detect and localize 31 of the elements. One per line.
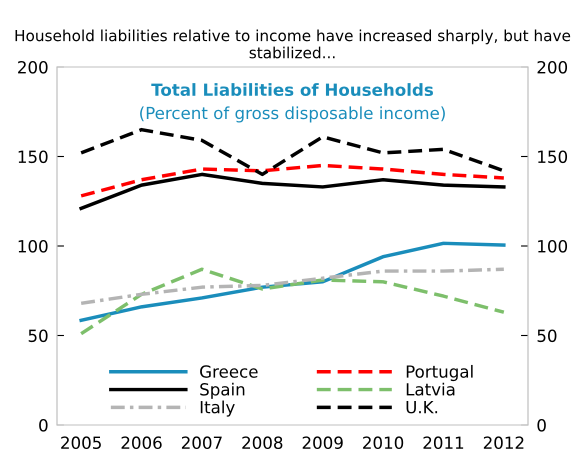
annotation: Total Liabilities of Households [151, 83, 433, 96]
x-tick-label: 2006 [122, 436, 162, 450]
y-tick-label: 50 [28, 329, 48, 342]
x-tick-label: 2005 [61, 436, 101, 450]
y2-tick-label: 50 [538, 329, 556, 342]
y-tick-label: 150 [18, 150, 48, 164]
x-tick-label: 2008 [242, 436, 282, 450]
x-tick-label: 2009 [302, 436, 343, 450]
y2-tick-label: 100 [538, 240, 568, 253]
y-tick-label: 200 [18, 60, 48, 74]
x-tick-label: 2007 [182, 436, 222, 450]
line-series [79, 268, 506, 336]
y2-tick-label: 150 [538, 150, 568, 164]
line-series [79, 268, 506, 306]
legend-label: Italy [200, 400, 235, 417]
x-tick-label: 2010 [363, 436, 404, 450]
y2-tick-label: 0 [537, 418, 546, 432]
legend-label: Portugal [406, 364, 473, 382]
annotation: (Percent of gross disposable income) [140, 106, 445, 123]
y-tick-label: 0 [39, 418, 48, 432]
x-tick-label: 2011 [423, 436, 464, 450]
y-tick-label: 100 [18, 240, 48, 253]
legend-label: Greece [200, 365, 258, 378]
chart-title: Household liabilities relative to income have increased sharply, but have stabilized... [16, 29, 570, 58]
legend-label: Spain [200, 382, 244, 399]
x-tick-label: 2012 [484, 436, 524, 450]
line-series [79, 164, 506, 198]
legend-label: Latvia [406, 382, 454, 396]
y2-tick-label: 200 [538, 60, 568, 74]
line-series [79, 172, 506, 210]
legend-label: U.K. [406, 401, 438, 414]
